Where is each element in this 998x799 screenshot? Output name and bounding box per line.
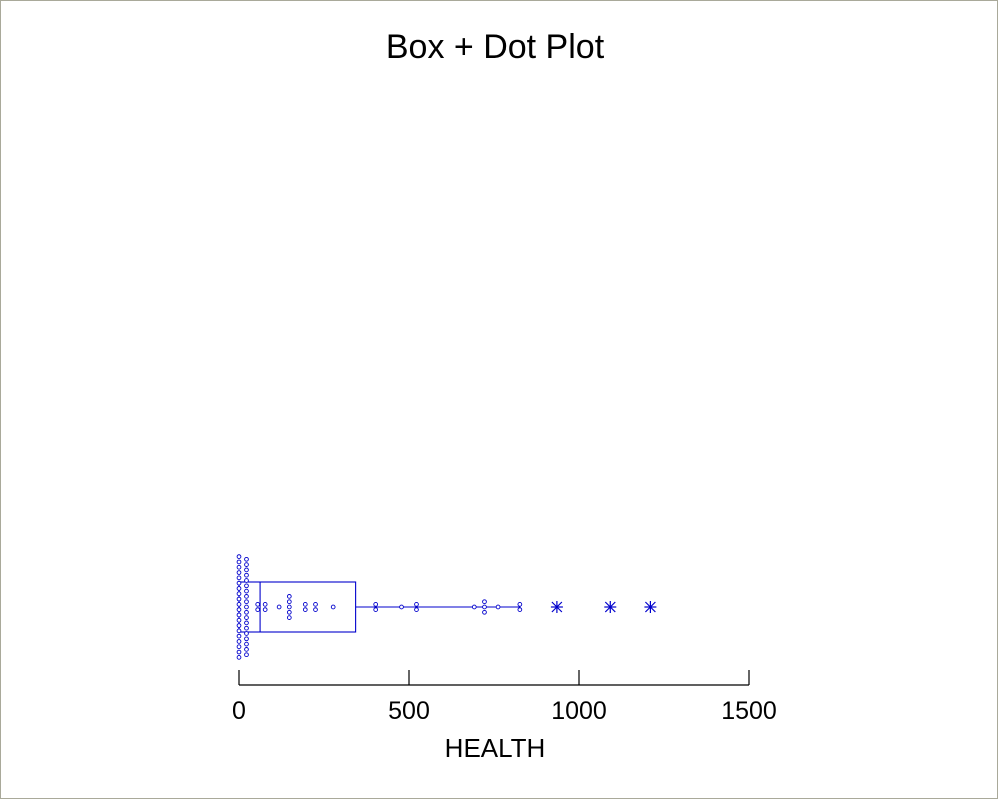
dot-point	[236, 628, 242, 634]
dot-point	[244, 631, 249, 636]
dot-point	[244, 609, 249, 615]
dot-point	[236, 607, 242, 612]
dot-point	[330, 604, 336, 610]
outlier-point	[550, 601, 563, 613]
dot-point	[244, 620, 249, 626]
dot-point	[313, 607, 318, 612]
dot-point	[495, 604, 501, 610]
dot-point	[302, 601, 308, 607]
dot-plot	[236, 554, 523, 660]
dot-point	[244, 562, 249, 567]
dot-point	[482, 609, 487, 615]
dot-point	[414, 601, 419, 607]
dot-point	[262, 607, 268, 612]
outlier-point	[604, 601, 617, 613]
dot-point	[236, 612, 242, 618]
x-tick-label-0: 0	[232, 697, 246, 725]
dot-point	[244, 588, 249, 594]
dot-point	[236, 564, 242, 570]
dot-point	[286, 604, 292, 610]
x-tick-label-1500: 1500	[721, 697, 777, 725]
outliers	[550, 601, 657, 613]
dot-point	[236, 596, 242, 602]
dot-point	[262, 601, 268, 607]
dot-point	[399, 604, 404, 610]
x-axis-title: HEALTH	[445, 733, 546, 763]
x-tick-label-1000: 1000	[551, 697, 607, 725]
dot-point	[517, 607, 523, 612]
box-iqr	[238, 581, 357, 633]
x-tick-label-500: 500	[388, 697, 430, 725]
dot-point	[517, 601, 523, 607]
dot-point	[236, 654, 242, 660]
dot-point	[236, 559, 242, 565]
dot-point	[244, 599, 249, 605]
outlier-point	[644, 601, 657, 613]
dot-point	[286, 615, 292, 620]
dot-point	[236, 601, 242, 607]
dot-point	[244, 625, 249, 631]
dot-point	[244, 556, 249, 562]
dot-point	[236, 623, 242, 628]
dot-point	[236, 575, 242, 581]
dot-point	[236, 591, 242, 597]
dot-point	[482, 599, 487, 605]
dot-point	[236, 554, 242, 559]
dot-point	[373, 601, 379, 607]
dot-point	[244, 636, 249, 642]
dot-point	[236, 649, 242, 655]
dot-point	[244, 652, 249, 658]
dot-point	[286, 609, 292, 615]
dot-point	[236, 644, 242, 650]
dot-point	[244, 567, 249, 573]
dot-point	[286, 594, 292, 599]
dot-point	[236, 570, 242, 575]
x-axis: 0 500 1000 1500	[232, 670, 777, 725]
dot-point	[302, 607, 308, 612]
chart-title: Box + Dot Plot	[385, 28, 605, 66]
dot-point	[244, 647, 249, 652]
dot-point	[255, 601, 261, 607]
dot-point	[373, 607, 379, 612]
dot-point	[244, 583, 249, 589]
dot-point	[286, 599, 292, 605]
dot-point	[471, 604, 477, 610]
dot-point	[313, 601, 318, 607]
dot-point	[236, 580, 242, 586]
dot-point	[236, 586, 242, 591]
dot-point	[236, 633, 242, 639]
dot-point	[244, 572, 249, 578]
dot-point	[414, 607, 419, 612]
dot-point	[244, 578, 249, 583]
dot-point	[236, 639, 242, 644]
dot-point	[244, 615, 249, 620]
dot-point	[244, 641, 249, 647]
dot-point	[236, 617, 242, 623]
dot-point	[482, 604, 487, 610]
dot-point	[244, 604, 249, 610]
dot-point	[276, 604, 282, 610]
dot-point	[244, 594, 249, 599]
dot-point	[255, 607, 261, 612]
